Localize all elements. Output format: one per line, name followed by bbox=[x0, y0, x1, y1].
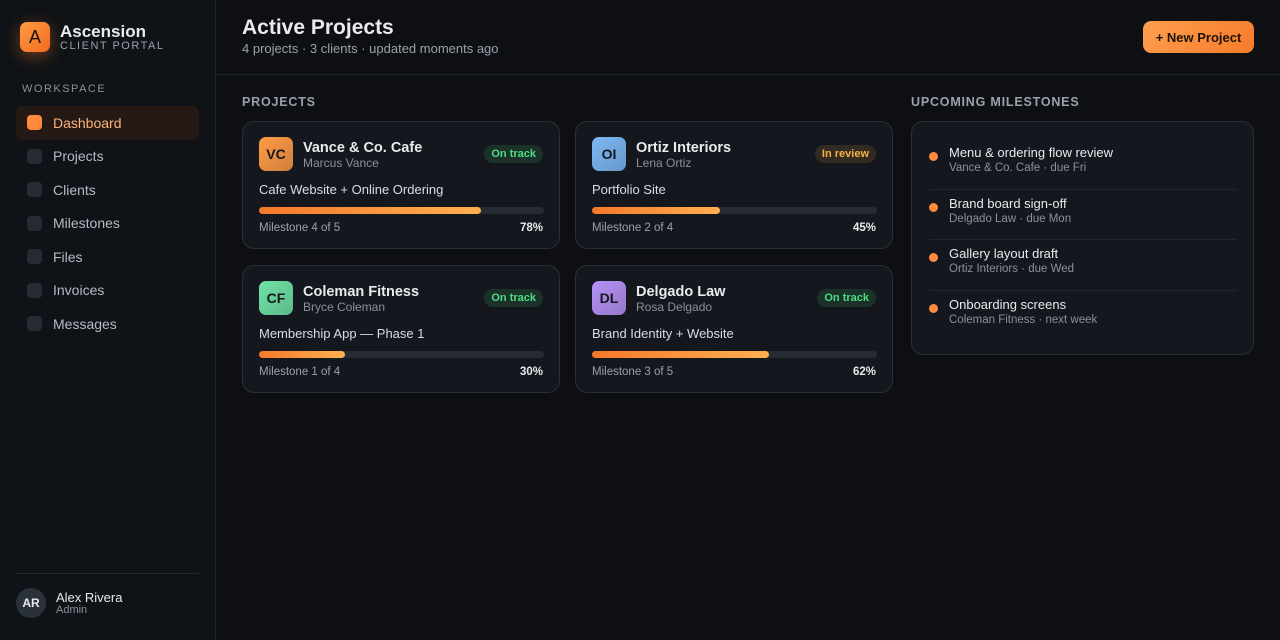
client-owner: Lena Ortiz bbox=[636, 156, 692, 170]
sidebar: A Ascension CLIENT PORTAL WORKSPACE Dash… bbox=[0, 0, 216, 640]
project-card[interactable]: VC Vance & Co. Cafe Marcus Vance On track Ca… bbox=[242, 121, 560, 249]
milestone-dot bbox=[929, 202, 938, 212]
status-badge: In review bbox=[814, 145, 876, 163]
client-name: Coleman Fitness bbox=[303, 284, 420, 300]
brand-tagline: CLIENT PORTAL bbox=[60, 40, 165, 52]
progress-track bbox=[259, 351, 544, 358]
status-badge: On track bbox=[484, 289, 543, 307]
user-name: Alex Rivera bbox=[56, 590, 123, 605]
project-title: Portfolio Site bbox=[592, 182, 666, 197]
logo: A bbox=[20, 22, 50, 52]
milestone-meta: Coleman Fitness · next week bbox=[949, 313, 1098, 326]
project-title: Cafe Website + Online Ordering bbox=[259, 182, 444, 197]
nav-icon bbox=[27, 215, 42, 231]
project-card[interactable]: DL Delgado Law Rosa Delgado On track Brand I… bbox=[575, 265, 893, 393]
page-title: Active Projects bbox=[242, 16, 394, 39]
nav-item[interactable]: Projects bbox=[16, 140, 199, 174]
nav-label: Invoices bbox=[53, 282, 105, 299]
client-name: Delgado Law bbox=[636, 284, 726, 300]
nav-heading: WORKSPACE bbox=[22, 83, 107, 95]
progress-label: 78% bbox=[519, 222, 543, 234]
client-owner: Bryce Coleman bbox=[303, 300, 386, 314]
milestone-meta: Vance & Co. Cafe · due Fri bbox=[949, 162, 1087, 174]
milestone-title: Onboarding screens bbox=[949, 296, 1067, 312]
nav-item[interactable]: Files bbox=[16, 240, 199, 274]
divider bbox=[929, 239, 1237, 240]
nav-icon bbox=[27, 115, 42, 131]
section-heading: UPCOMING MILESTONES bbox=[911, 95, 1080, 109]
section-heading: PROJECTS bbox=[242, 95, 316, 109]
milestone-item[interactable]: Gallery layout draft Ortiz Interiors · du… bbox=[929, 240, 1237, 291]
nav-item[interactable]: Milestones bbox=[16, 207, 199, 241]
client-name: Vance & Co. Cafe bbox=[303, 140, 423, 156]
client-name: Ortiz Interiors bbox=[636, 140, 732, 156]
progress-bar bbox=[259, 351, 345, 358]
nav-icon bbox=[27, 249, 42, 265]
client-owner: Rosa Delgado bbox=[636, 300, 713, 314]
project-avatar: VC bbox=[259, 137, 293, 171]
nav-icon bbox=[27, 282, 42, 298]
project-card[interactable]: OI Ortiz Interiors Lena Ortiz In review Port… bbox=[575, 121, 893, 249]
milestone-title: Menu & ordering flow review bbox=[949, 145, 1114, 160]
divider bbox=[16, 573, 199, 574]
nav: Dashboard Projects Clients Milestones Files I… bbox=[16, 106, 199, 341]
milestone-count: Milestone 2 of 4 bbox=[592, 222, 674, 234]
new-project-button[interactable]: + New Project bbox=[1143, 21, 1254, 53]
milestone-meta: Ortiz Interiors · due Wed bbox=[949, 263, 1075, 275]
milestone-count: Milestone 3 of 5 bbox=[592, 366, 674, 378]
nav-item[interactable]: Invoices bbox=[16, 274, 199, 308]
user-role: Admin bbox=[56, 604, 88, 616]
milestone-title: Brand board sign-off bbox=[949, 195, 1067, 211]
milestone-dot bbox=[929, 303, 938, 313]
nav-item[interactable]: Clients bbox=[16, 173, 199, 207]
project-card[interactable]: CF Coleman Fitness Bryce Coleman On track Me… bbox=[242, 265, 560, 393]
nav-item[interactable]: Dashboard bbox=[16, 106, 199, 140]
progress-label: 45% bbox=[852, 222, 876, 234]
project-title: Brand Identity + Website bbox=[592, 326, 734, 341]
milestone-item[interactable]: Brand board sign-off Delgado Law · due Mo… bbox=[929, 190, 1237, 240]
nav-label: Clients bbox=[53, 181, 96, 198]
status-badge: On track bbox=[817, 289, 876, 307]
page-subtitle: 4 projects · 3 clients · updated moments… bbox=[242, 41, 499, 56]
divider bbox=[929, 188, 1237, 190]
progress-bar bbox=[592, 351, 769, 358]
project-avatar: CF bbox=[259, 281, 293, 315]
progress-track bbox=[259, 207, 544, 214]
status-badge: On track bbox=[484, 145, 543, 163]
milestones-panel: Menu & ordering flow review Vance & Co. C… bbox=[911, 121, 1254, 355]
project-avatar: DL bbox=[592, 281, 626, 315]
nav-label: Milestones bbox=[53, 215, 120, 232]
progress-label: 30% bbox=[519, 366, 543, 378]
nav-icon bbox=[27, 316, 42, 332]
project-title: Membership App — Phase 1 bbox=[259, 326, 425, 341]
divider bbox=[929, 289, 1237, 291]
progress-bar bbox=[592, 207, 721, 214]
nav-label: Dashboard bbox=[53, 114, 122, 131]
brand-name: Ascension bbox=[60, 22, 146, 41]
milestone-count: Milestone 4 of 5 bbox=[259, 222, 341, 234]
nav-item[interactable]: Messages bbox=[16, 307, 199, 341]
milestone-dot bbox=[929, 152, 938, 161]
header: Active Projects 4 projects · 3 clients ·… bbox=[216, 0, 1280, 75]
nav-label: Projects bbox=[53, 148, 104, 165]
nav-label: Messages bbox=[53, 315, 117, 332]
milestone-item[interactable]: Menu & ordering flow review Vance & Co. C… bbox=[929, 139, 1237, 190]
nav-label: Files bbox=[53, 248, 83, 265]
progress-track bbox=[592, 207, 877, 214]
client-owner: Marcus Vance bbox=[303, 156, 379, 170]
progress-label: 62% bbox=[852, 366, 876, 378]
milestone-title: Gallery layout draft bbox=[949, 246, 1059, 261]
milestone-meta: Delgado Law · due Mon bbox=[949, 212, 1072, 225]
user-avatar: AR bbox=[16, 588, 46, 618]
milestone-item[interactable]: Onboarding screens Coleman Fitness · next… bbox=[929, 291, 1237, 342]
project-avatar: OI bbox=[592, 137, 626, 171]
nav-icon bbox=[27, 182, 42, 198]
progress-track bbox=[592, 351, 877, 358]
milestone-count: Milestone 1 of 4 bbox=[259, 366, 341, 378]
nav-icon bbox=[27, 148, 42, 164]
milestone-dot bbox=[929, 253, 938, 262]
progress-bar bbox=[259, 207, 482, 214]
